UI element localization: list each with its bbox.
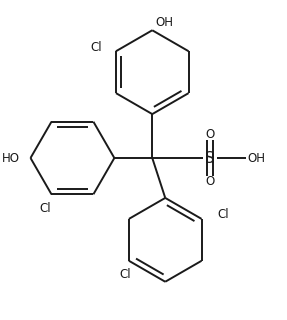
Text: OH: OH [155, 16, 173, 29]
Text: Cl: Cl [90, 41, 102, 54]
Text: Cl: Cl [119, 268, 131, 281]
Text: S: S [205, 150, 215, 165]
Text: O: O [205, 128, 215, 140]
Text: Cl: Cl [218, 208, 229, 221]
Text: Cl: Cl [40, 202, 51, 215]
Text: HO: HO [1, 151, 20, 164]
Text: OH: OH [247, 151, 265, 164]
Text: O: O [205, 175, 215, 188]
